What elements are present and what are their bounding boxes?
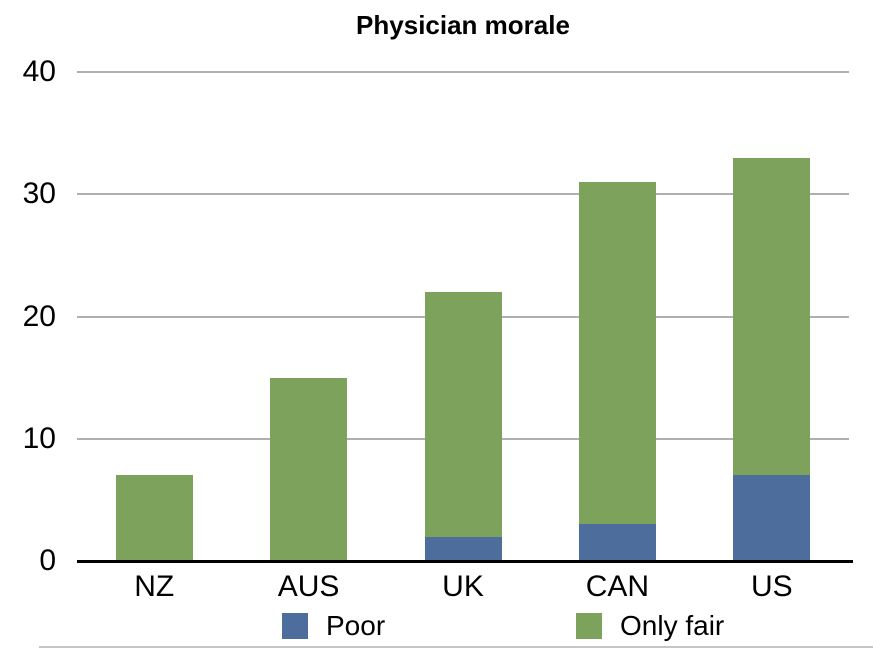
y-tick-label-40: 40 [22,55,56,88]
plot-area [77,71,853,563]
bar-segment-only-fair-us [733,157,811,476]
bar-segment-only-fair-nz [115,475,193,561]
bar-segment-poor-us [733,475,811,561]
legend-swatch-only-fair-icon [576,613,602,639]
gridline-40 [77,71,849,73]
bar-segment-only-fair-can [578,182,656,525]
category-label-nz: NZ [134,570,175,603]
legend-item-only-fair: Only fair [576,612,724,640]
x-axis-line [77,559,853,563]
y-tick-label-20: 20 [22,299,56,333]
bottom-divider [39,646,873,648]
category-label-us: US [750,570,793,603]
category-label-uk: UK [442,570,484,603]
category-label-can: CAN [585,570,650,603]
y-tick-label-30: 30 [22,177,56,211]
legend-label-poor: Poor [326,610,386,641]
bar-segment-only-fair-aus [270,377,348,561]
y-tick-label-10: 10 [22,421,56,455]
bar-segment-only-fair-uk [424,292,502,537]
gridline-30 [77,193,849,196]
legend-swatch-poor-icon [282,613,308,639]
legend-item-poor: Poor [282,612,385,640]
category-label-aus: AUS [277,570,340,603]
legend-label-only-fair: Only fair [620,610,725,641]
chart-title: Physician morale [356,10,570,40]
y-tick-label-0: 0 [39,544,56,577]
bar-segment-poor-uk [424,536,502,561]
bar-segment-poor-can [578,524,656,561]
